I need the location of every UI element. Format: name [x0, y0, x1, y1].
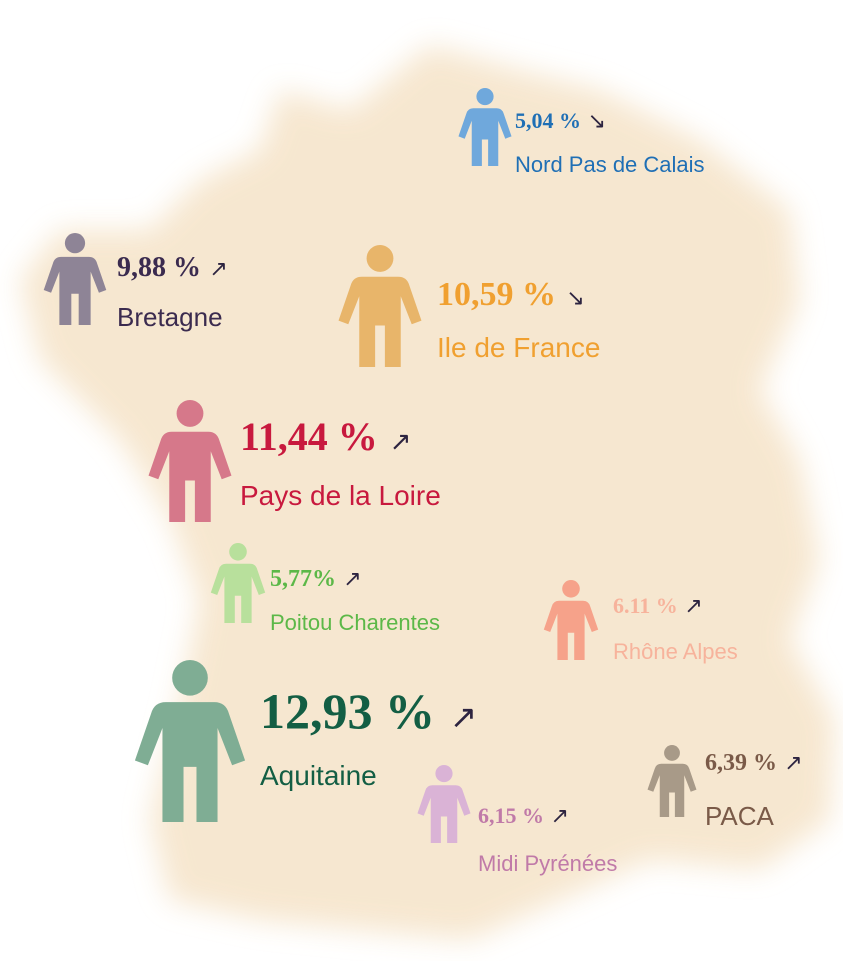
region-name: Bretagne	[117, 302, 223, 332]
region-name: Ile de France	[437, 332, 600, 363]
region-value: 12,93 %	[260, 683, 435, 739]
region-value: 5,04 %	[515, 108, 581, 133]
trend-arrow: ↗	[450, 698, 477, 736]
trend-arrow: ↗	[390, 427, 412, 457]
trend-arrow: ↘	[566, 285, 585, 311]
trend-arrow: ↗	[209, 257, 227, 282]
person-icon	[338, 245, 422, 367]
person-body	[338, 276, 422, 367]
person-body	[210, 563, 266, 623]
trend-arrow: ↗	[551, 804, 569, 829]
person-body	[43, 256, 107, 325]
person-body	[148, 431, 232, 522]
region-value: 5,77%	[270, 566, 336, 592]
trend-arrow: ↗	[784, 751, 802, 776]
region-name: Aquitaine	[260, 760, 377, 791]
person-head	[435, 765, 453, 783]
trend-arrow: ↗	[343, 567, 361, 592]
region-name: Poitou Charentes	[270, 610, 440, 635]
person-head	[64, 233, 86, 254]
person-body	[543, 600, 599, 660]
region-name: Rhône Alpes	[613, 639, 738, 664]
person-icon	[210, 543, 266, 623]
person-head	[366, 245, 394, 272]
region-value: 6,39 %	[705, 750, 777, 776]
trend-arrow: ↘	[588, 109, 606, 134]
trend-arrow: ↗	[684, 594, 702, 619]
person-icon	[43, 233, 107, 325]
person-head	[476, 88, 494, 106]
region-name: Nord Pas de Calais	[515, 152, 705, 177]
region-name: Pays de la Loire	[240, 480, 441, 511]
person-head	[664, 745, 680, 761]
region-value: 6,15 %	[478, 803, 544, 828]
person-head	[229, 543, 247, 561]
person-head	[172, 660, 208, 696]
region-value: 11,44 %	[240, 414, 378, 459]
person-icon	[543, 580, 599, 660]
region-value: 6.11 %	[613, 593, 678, 618]
region-name: Midi Pyrénées	[478, 851, 617, 876]
region-value: 10,59 %	[437, 276, 556, 313]
person-icon	[647, 745, 697, 817]
region-name: PACA	[705, 801, 775, 831]
person-head	[176, 400, 204, 427]
person-head	[562, 580, 580, 598]
person-icon	[148, 400, 232, 522]
person-body	[647, 763, 697, 817]
region-value: 9,88 %	[117, 252, 201, 283]
